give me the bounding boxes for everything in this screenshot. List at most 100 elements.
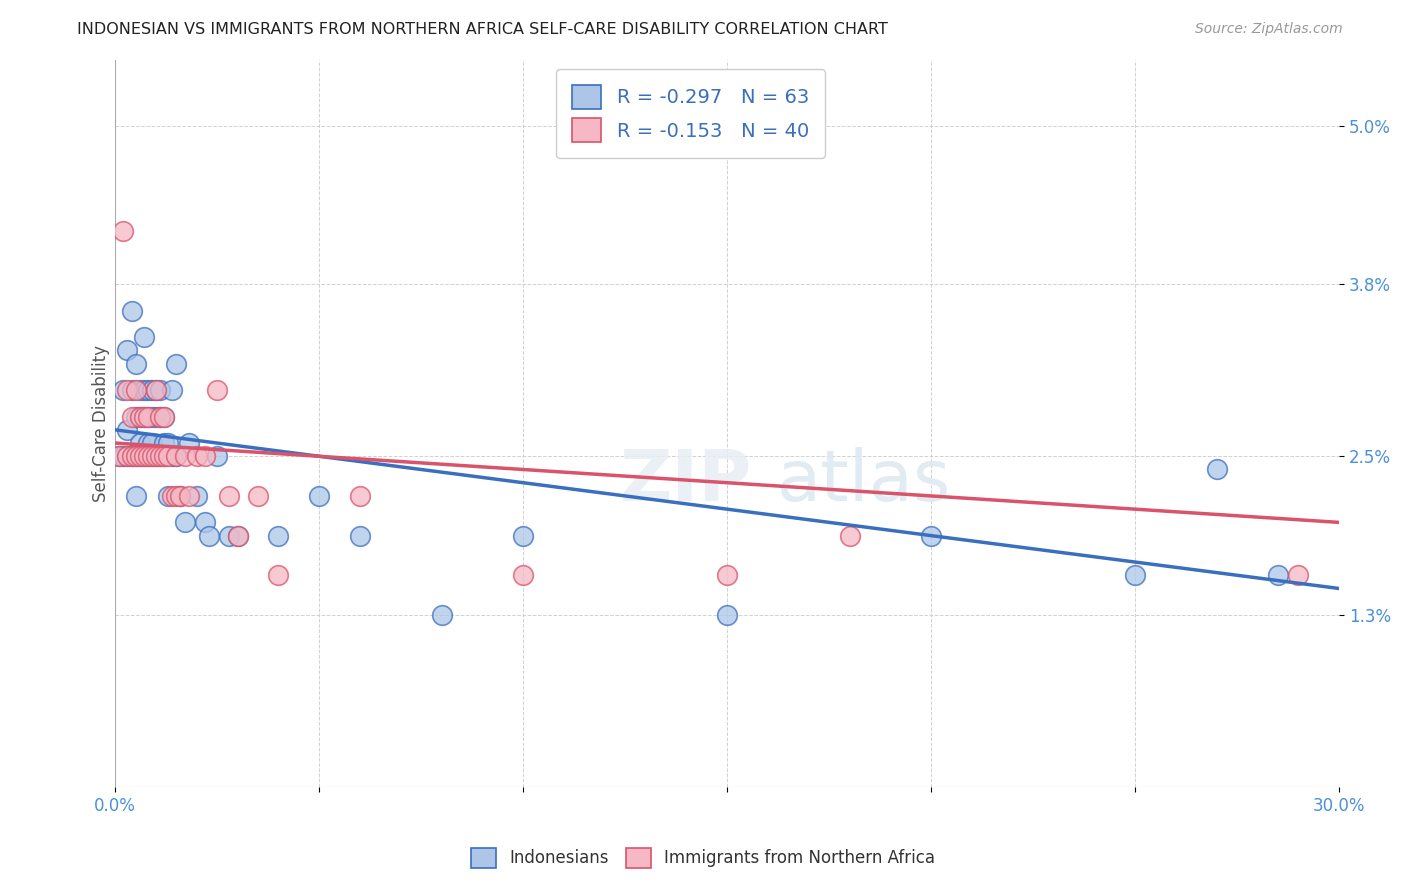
Point [108,450,131,464]
Point [153,436,176,450]
Point [128,450,150,464]
Point [128,436,150,450]
Point [124,357,146,371]
Point [124,450,146,464]
Point [205,450,228,464]
Point [136,450,159,464]
Point [247,489,270,503]
Point [162,489,184,503]
Point [218,489,240,503]
Point [141,450,163,464]
Point [145,409,167,424]
Point [194,516,217,530]
Point [716,607,738,622]
Point [132,450,155,464]
Point [136,383,159,397]
Point [165,450,187,464]
Point [132,409,155,424]
Point [136,409,159,424]
Legend: R = -0.297   N = 63, R = -0.153   N = 40: R = -0.297 N = 63, R = -0.153 N = 40 [557,70,824,158]
Point [173,450,195,464]
Y-axis label: Self-Care Disability: Self-Care Disability [93,344,110,501]
Point [162,450,184,464]
Point [149,450,172,464]
Point [157,450,180,464]
Point [117,423,139,437]
Point [112,450,135,464]
Point [145,450,167,464]
Point [121,450,143,464]
Point [136,450,159,464]
Point [141,450,163,464]
Point [226,528,249,542]
Point [124,383,146,397]
Point [121,303,143,318]
Point [117,450,139,464]
Point [165,450,187,464]
Point [349,489,371,503]
Point [308,489,330,503]
Point [1286,568,1309,582]
Point [153,450,176,464]
Point [117,450,139,464]
Point [149,409,172,424]
Point [1205,462,1227,476]
Text: Source: ZipAtlas.com: Source: ZipAtlas.com [1195,22,1343,37]
Legend: Indonesians, Immigrants from Northern Africa: Indonesians, Immigrants from Northern Af… [464,841,942,875]
Point [145,383,167,397]
Point [136,409,159,424]
Point [226,528,249,542]
Point [145,383,167,397]
Point [128,409,150,424]
Point [117,383,139,397]
Point [128,450,150,464]
Point [141,383,163,397]
Point [121,450,143,464]
Point [145,450,167,464]
Point [108,450,131,464]
Point [132,383,155,397]
Point [124,409,146,424]
Point [920,528,942,542]
Point [157,436,180,450]
Point [132,450,155,464]
Point [165,357,187,371]
Point [153,409,176,424]
Point [141,436,163,450]
Point [128,383,150,397]
Point [267,528,290,542]
Point [838,528,860,542]
Point [157,489,180,503]
Point [205,383,228,397]
Point [162,383,184,397]
Point [128,409,150,424]
Point [177,436,200,450]
Point [112,225,135,239]
Point [149,450,172,464]
Point [173,516,195,530]
Point [186,450,208,464]
Point [218,528,240,542]
Point [194,450,217,464]
Point [136,436,159,450]
Point [132,330,155,344]
Point [1267,568,1289,582]
Point [198,528,221,542]
Point [141,409,163,424]
Point [117,343,139,358]
Point [512,568,534,582]
Point [121,383,143,397]
Point [716,568,738,582]
Point [124,489,146,503]
Point [430,607,453,622]
Point [121,409,143,424]
Text: atlas: atlas [776,447,950,516]
Point [186,489,208,503]
Point [149,409,172,424]
Point [124,450,146,464]
Point [169,489,191,503]
Point [165,489,187,503]
Point [1123,568,1146,582]
Point [153,450,176,464]
Point [169,489,191,503]
